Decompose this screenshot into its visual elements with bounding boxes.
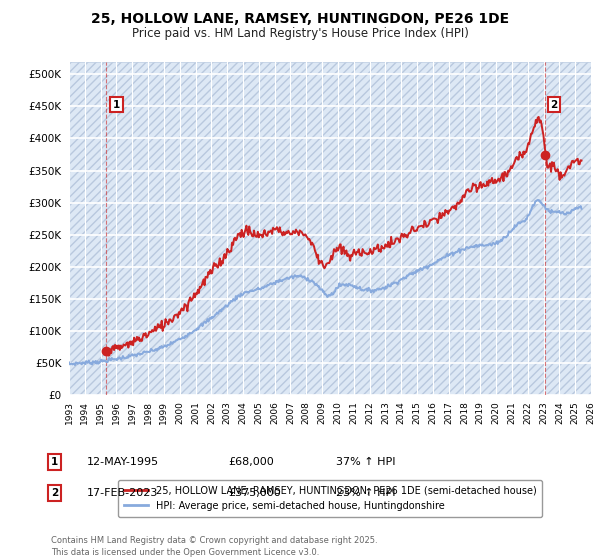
Text: Price paid vs. HM Land Registry's House Price Index (HPI): Price paid vs. HM Land Registry's House … <box>131 27 469 40</box>
Text: £68,000: £68,000 <box>228 457 274 467</box>
Legend: 25, HOLLOW LANE, RAMSEY, HUNTINGDON, PE26 1DE (semi-detached house), HPI: Averag: 25, HOLLOW LANE, RAMSEY, HUNTINGDON, PE2… <box>118 480 542 516</box>
Text: 37% ↑ HPI: 37% ↑ HPI <box>336 457 395 467</box>
Text: 12-MAY-1995: 12-MAY-1995 <box>87 457 159 467</box>
Text: Contains HM Land Registry data © Crown copyright and database right 2025.
This d: Contains HM Land Registry data © Crown c… <box>51 536 377 557</box>
Text: 25, HOLLOW LANE, RAMSEY, HUNTINGDON, PE26 1DE: 25, HOLLOW LANE, RAMSEY, HUNTINGDON, PE2… <box>91 12 509 26</box>
Text: £375,000: £375,000 <box>228 488 281 498</box>
Text: 23% ↑ HPI: 23% ↑ HPI <box>336 488 395 498</box>
Text: 1: 1 <box>113 100 120 110</box>
Text: 2: 2 <box>51 488 58 498</box>
Text: 1: 1 <box>51 457 58 467</box>
Text: 17-FEB-2023: 17-FEB-2023 <box>87 488 158 498</box>
Text: 2: 2 <box>550 100 557 110</box>
